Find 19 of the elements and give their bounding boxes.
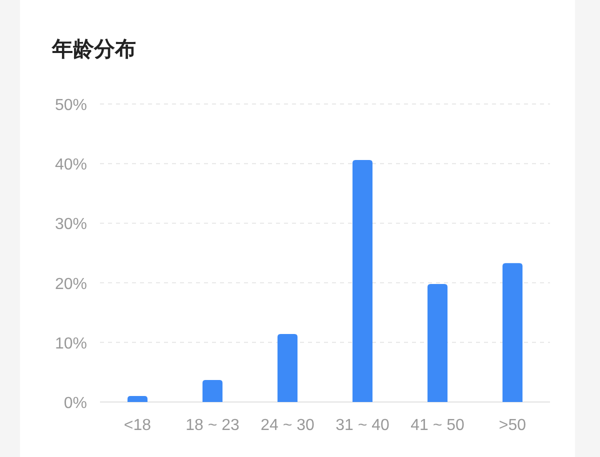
y-tick-label: 0% [64, 395, 87, 412]
y-tick-label: 20% [54, 276, 87, 293]
x-tick-label: 41 ~ 50 [410, 417, 465, 434]
y-tick-label: 40% [54, 156, 87, 174]
bar [502, 263, 522, 402]
x-tick-label: 31 ~ 40 [336, 417, 390, 434]
y-tick-label: 50% [54, 97, 87, 114]
x-tick-label: 24 ~ 30 [260, 417, 315, 434]
x-tick-label: >50 [498, 417, 526, 434]
y-tick-label: 30% [54, 216, 87, 234]
x-tick-label: <18 [124, 417, 152, 434]
bar [428, 284, 448, 402]
bar [352, 160, 372, 402]
chart-title: 年龄分布 [51, 38, 136, 61]
bar [128, 396, 148, 402]
bar [202, 380, 222, 402]
y-tick-label: 10% [54, 335, 87, 352]
bar [278, 334, 298, 402]
x-tick-label: 18 ~ 23 [186, 417, 240, 434]
